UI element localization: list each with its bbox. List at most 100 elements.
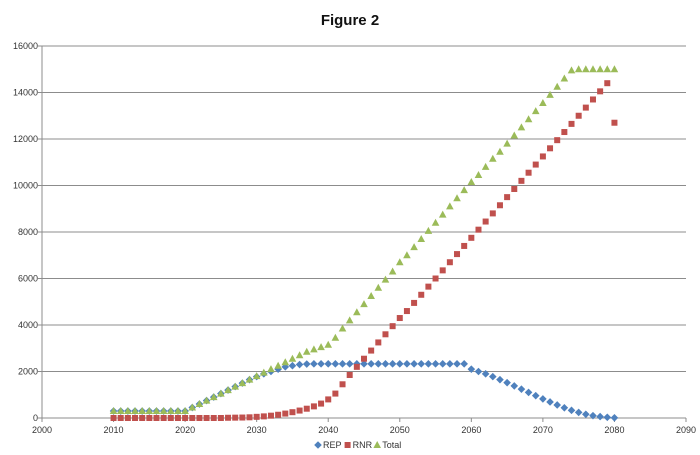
data-point-total	[431, 218, 440, 226]
data-point-rnr	[267, 412, 274, 419]
data-point-rnr	[139, 415, 146, 421]
data-point-rep	[381, 360, 390, 368]
data-point-total	[245, 375, 254, 383]
data-point-total	[539, 98, 547, 106]
data-point-total	[152, 407, 161, 415]
legend-marker-rep	[314, 441, 322, 449]
data-point-rnr	[604, 80, 611, 87]
data-point-rnr	[353, 363, 360, 370]
data-point-rep	[610, 413, 619, 422]
data-point-total	[603, 65, 612, 73]
data-point-total	[324, 340, 333, 348]
data-point-rnr	[310, 403, 317, 410]
data-point-total	[596, 65, 604, 73]
data-point-total	[453, 194, 461, 202]
data-point-total	[510, 131, 519, 139]
data-point-total	[202, 396, 211, 404]
data-point-rnr	[182, 415, 189, 421]
data-point-rnr	[146, 415, 153, 421]
data-point-rnr	[210, 415, 217, 421]
data-point-rnr	[489, 210, 496, 217]
data-point-total	[546, 90, 554, 98]
data-point-rep	[360, 360, 368, 368]
data-point-total	[345, 316, 354, 324]
data-point-rnr	[525, 169, 532, 176]
data-point-rep	[553, 401, 561, 409]
data-point-total	[567, 66, 576, 74]
x-tick-label: 2000	[32, 425, 52, 435]
data-point-rep	[310, 360, 318, 368]
data-point-rnr	[196, 415, 203, 421]
data-point-rep	[281, 363, 290, 371]
data-point-rnr	[346, 371, 353, 378]
data-point-total	[138, 407, 146, 415]
data-point-rnr	[239, 414, 246, 421]
data-point-rnr	[246, 414, 253, 421]
legend: REP RNR Total	[314, 440, 401, 450]
data-point-rnr	[539, 153, 546, 160]
data-point-total	[274, 361, 282, 369]
x-tick-label: 2090	[676, 425, 696, 435]
data-point-rnr	[611, 119, 618, 126]
data-point-rnr	[260, 413, 267, 420]
data-point-rnr	[496, 202, 503, 209]
data-point-total	[460, 186, 468, 194]
data-point-rnr	[568, 120, 575, 127]
data-point-total	[174, 407, 182, 415]
y-tick-label: 16000	[13, 41, 38, 51]
data-point-total	[360, 300, 368, 308]
data-point-rnr	[582, 104, 589, 111]
data-point-rep	[567, 406, 576, 415]
data-point-total	[252, 372, 261, 380]
data-point-total	[417, 234, 426, 242]
legend-label-rep: REP	[323, 440, 342, 450]
data-point-total	[496, 147, 504, 155]
data-point-rep	[510, 382, 519, 390]
data-point-total	[217, 389, 225, 397]
data-point-total	[116, 407, 125, 415]
data-point-rnr	[325, 396, 332, 403]
data-point-rnr	[160, 415, 167, 421]
data-point-total	[403, 251, 411, 259]
legend-label-rnr: RNR	[353, 440, 373, 450]
data-point-total	[381, 275, 390, 283]
data-point-rnr	[203, 415, 210, 421]
data-point-total	[260, 368, 268, 376]
data-point-rep	[288, 361, 297, 370]
data-point-total	[109, 407, 118, 415]
data-point-total	[424, 226, 433, 234]
data-point-total	[353, 308, 361, 316]
data-point-rep	[417, 360, 426, 368]
data-point-rep	[302, 360, 311, 368]
data-point-rnr	[482, 218, 489, 225]
data-point-rep	[431, 360, 440, 368]
data-point-rnr	[589, 96, 596, 103]
data-point-rep	[481, 370, 490, 378]
grid	[42, 45, 686, 372]
x-tick-label: 2070	[533, 425, 553, 435]
data-point-total	[145, 407, 154, 415]
data-point-total	[474, 171, 483, 179]
data-point-total	[395, 258, 404, 266]
y-tick-label: 8000	[18, 227, 38, 237]
x-tick-label: 2030	[247, 425, 267, 435]
data-point-total	[231, 382, 239, 390]
data-point-rnr	[232, 414, 239, 421]
data-point-rep	[460, 360, 468, 368]
data-point-rnr	[554, 137, 561, 144]
data-point-total	[238, 379, 247, 387]
data-point-rep	[338, 360, 347, 368]
data-point-rnr	[446, 259, 453, 266]
x-tick-label: 2010	[104, 425, 124, 435]
data-point-total	[446, 202, 454, 210]
data-point-rep	[410, 360, 418, 368]
data-point-rnr	[411, 299, 418, 306]
data-point-rep	[574, 408, 583, 417]
data-point-total	[560, 74, 569, 82]
data-point-total	[224, 386, 232, 394]
y-tick-label: 14000	[13, 88, 38, 98]
chart-title: Figure 2	[320, 12, 380, 29]
data-point-rnr	[296, 407, 303, 414]
data-point-total	[317, 343, 325, 351]
y-tick-label: 10000	[13, 181, 38, 191]
